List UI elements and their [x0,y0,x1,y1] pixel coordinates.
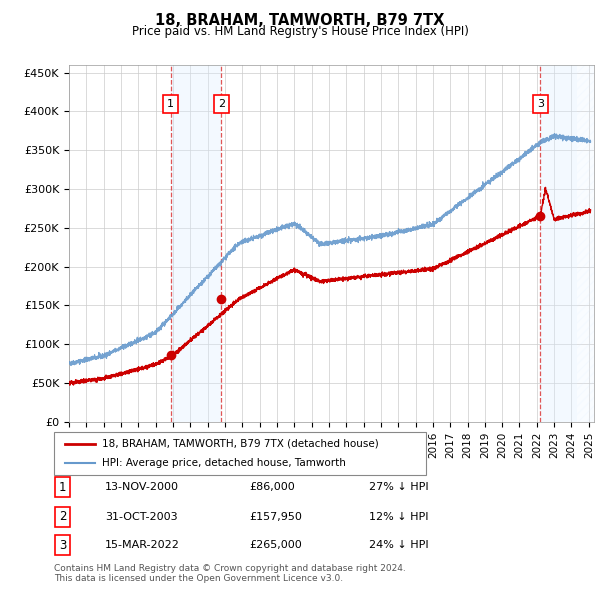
Text: 27% ↓ HPI: 27% ↓ HPI [369,483,428,492]
Text: 2: 2 [218,99,225,109]
Text: 2: 2 [59,510,66,523]
FancyBboxPatch shape [55,535,70,555]
Text: 3: 3 [59,539,66,552]
FancyBboxPatch shape [54,432,426,475]
Text: 1: 1 [167,99,174,109]
Text: 1: 1 [59,481,66,494]
FancyBboxPatch shape [55,477,70,497]
Text: 31-OCT-2003: 31-OCT-2003 [105,512,178,522]
Text: £86,000: £86,000 [249,483,295,492]
Text: HPI: Average price, detached house, Tamworth: HPI: Average price, detached house, Tamw… [103,458,346,468]
Bar [171,65,221,422]
Text: 18, BRAHAM, TAMWORTH, B79 7TX: 18, BRAHAM, TAMWORTH, B79 7TX [155,13,445,28]
Text: 13-NOV-2000: 13-NOV-2000 [105,483,179,492]
Text: £265,000: £265,000 [249,540,302,550]
Text: Price paid vs. HM Land Registry's House Price Index (HPI): Price paid vs. HM Land Registry's House … [131,25,469,38]
Text: 18, BRAHAM, TAMWORTH, B79 7TX (detached house): 18, BRAHAM, TAMWORTH, B79 7TX (detached … [103,439,379,449]
Text: £157,950: £157,950 [249,512,302,522]
Text: 3: 3 [537,99,544,109]
Text: 24% ↓ HPI: 24% ↓ HPI [369,540,428,550]
Text: 15-MAR-2022: 15-MAR-2022 [105,540,180,550]
Bar [541,65,577,422]
Text: Contains HM Land Registry data © Crown copyright and database right 2024.
This d: Contains HM Land Registry data © Crown c… [54,563,406,583]
FancyBboxPatch shape [55,507,70,527]
Text: 12% ↓ HPI: 12% ↓ HPI [369,512,428,522]
Bar [577,65,594,422]
